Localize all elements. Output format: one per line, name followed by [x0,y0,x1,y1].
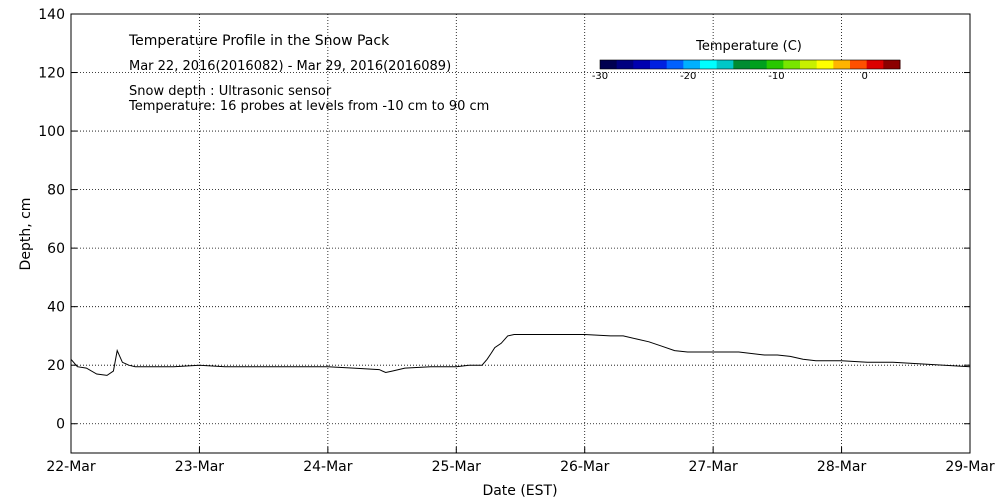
colorbar-swatch [783,60,801,69]
colorbar-swatch [733,60,751,69]
y-axis: 0 20 40 60 80 100 120 140 [38,7,970,433]
colorbar-swatch [683,60,701,69]
colorbar-swatch [766,60,784,69]
colorbar-swatch [666,60,684,69]
chart-title: Temperature Profile in the Snow Pack [128,33,390,49]
x-tick-label: 25-Mar [432,459,482,475]
y-tick-label: 20 [47,358,65,374]
x-tick-label: 28-Mar [817,459,867,475]
colorbar-tick-label: -20 [680,71,696,82]
colorbar-swatch [700,60,718,69]
colorbar-swatch [833,60,851,69]
y-tick-label: 140 [38,7,65,23]
x-tick-label: 22-Mar [46,459,96,475]
x-tick-label: 24-Mar [303,459,353,475]
y-tick-label: 100 [38,124,65,140]
x-tick-label: 27-Mar [689,459,739,475]
colorbar-label: Temperature (C) [695,39,802,54]
note-snow-depth: Snow depth : Ultrasonic sensor [129,84,332,99]
colorbar-tick-label: -10 [768,71,784,82]
y-tick-label: 0 [56,417,65,433]
x-tick-label: 26-Mar [560,459,610,475]
colorbar: -30 -20 -10 0 [592,59,901,82]
colorbar-swatch [716,60,734,69]
y-tick-label: 60 [47,241,65,257]
colorbar-swatch [850,60,868,69]
colorbar-tick-label: -30 [592,71,608,82]
colorbar-swatch [883,60,901,69]
plot-frame [70,13,971,454]
y-tick-label: 40 [47,300,65,316]
y-axis-label: Depth, cm [18,198,34,271]
x-tick-label: 29-Mar [945,459,995,475]
x-axis-label: Date (EST) [482,483,557,499]
colorbar-swatch [616,60,634,69]
note-temperature: Temperature: 16 probes at levels from -1… [128,99,489,114]
x-axis: 22-Mar 23-Mar 24-Mar 25-Mar 26-Mar 27-Mar 28-M… [46,447,995,475]
snow-depth-line [70,334,971,376]
colorbar-swatch [816,60,834,69]
colorbar-swatch [750,60,768,69]
grid [71,14,970,453]
colorbar-swatch [633,60,651,69]
colorbar-swatch [866,60,884,69]
chart-subtitle: Mar 22, 2016(2016082) - Mar 29, 2016(201… [129,59,451,74]
colorbar-swatch [800,60,818,69]
y-tick-label: 80 [47,183,65,199]
colorbar-swatch [600,60,618,69]
colorbar-tick-label: 0 [862,71,868,82]
y-tick-label: 120 [38,66,65,82]
colorbar-swatch [650,60,668,69]
colorbar-frame [599,59,901,70]
x-tick-label: 23-Mar [175,459,225,475]
